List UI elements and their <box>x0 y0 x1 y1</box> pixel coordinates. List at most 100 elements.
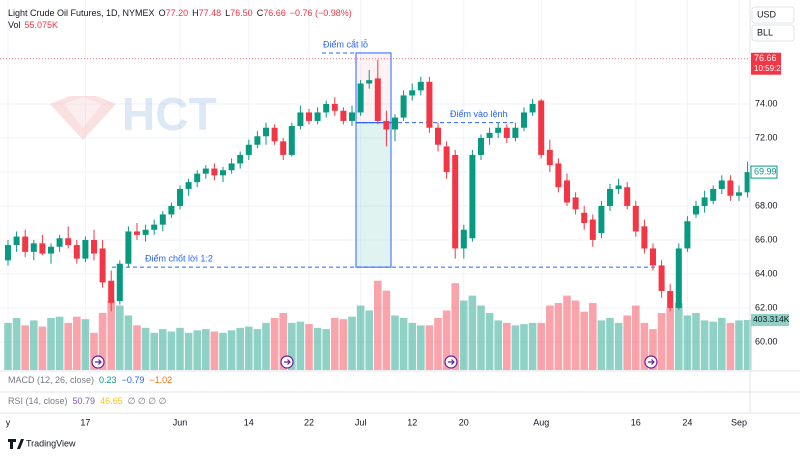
watermark-icon <box>50 96 116 140</box>
candle-body <box>460 229 467 249</box>
candle-body <box>615 185 622 189</box>
brand-logo <box>8 439 24 449</box>
volume-bar <box>176 327 184 370</box>
unit-button[interactable]: BLL <box>751 24 795 42</box>
candle-body <box>546 149 553 166</box>
candle-body <box>159 214 166 225</box>
symbol-title: Light Crude Oil Futures, 1D, NYMEX <box>8 8 155 18</box>
y-tick-label: 72.00 <box>755 132 778 142</box>
candle-body <box>271 127 278 142</box>
y-tick-label: 62.00 <box>755 302 778 312</box>
annotation-layer: Điểm cắt lỗ Điểm vào lệnh Điểm chốt lời 1:… <box>112 39 655 268</box>
candle-body <box>675 248 682 308</box>
volume-bar <box>374 280 382 370</box>
event-markers <box>91 355 658 369</box>
candle-body <box>366 80 373 84</box>
volume-bar <box>571 300 580 370</box>
candle-body <box>297 112 304 127</box>
indicator-legends: MACD (12, 26, close) 0.23 −0.79 −1.02 RSI (1… <box>8 375 172 406</box>
candle-body <box>417 81 424 91</box>
indicator-value: 46.65 <box>100 396 123 406</box>
volume-bar <box>236 327 244 370</box>
candle-body <box>323 103 330 113</box>
candle-body <box>529 103 536 113</box>
volume-bar <box>399 317 408 370</box>
indicator-value: −0.79 <box>122 375 145 385</box>
volume-bar <box>219 332 227 370</box>
close-label: 69.99 <box>754 166 777 176</box>
x-tick-label: Aug <box>533 417 549 427</box>
candle-body <box>632 205 639 232</box>
volume-bar <box>339 319 348 370</box>
ohlc-key: L <box>225 8 230 18</box>
indicator-name: RSI (14, close) <box>8 396 68 406</box>
volume-bar <box>503 322 511 370</box>
volume-bar <box>666 308 674 370</box>
volume-title: Vol <box>8 20 21 30</box>
x-tick-label: 17 <box>80 417 90 427</box>
volume-box <box>751 313 789 326</box>
x-tick-label: Jul <box>355 417 367 427</box>
candle-body <box>426 81 433 128</box>
candle-body <box>73 245 80 259</box>
volume-bar <box>116 305 124 370</box>
volume-bar <box>632 305 640 370</box>
volume-bar <box>4 322 12 370</box>
candle-body <box>469 154 476 239</box>
candle-body <box>727 180 734 196</box>
candle-body <box>108 280 115 303</box>
event-marker[interactable] <box>280 355 294 369</box>
change-value: −0.76 (−0.98%) <box>290 8 352 18</box>
x-tick-label: 24 <box>682 417 692 427</box>
ohlc-value: 77.48 <box>199 8 222 18</box>
indicator-value: 0.23 <box>99 375 117 385</box>
candle-body <box>409 90 416 96</box>
target-zone <box>355 122 392 268</box>
volume-bar <box>270 317 279 370</box>
volume-bar <box>580 311 588 370</box>
candle-body <box>598 205 605 234</box>
volume-bar <box>124 315 133 370</box>
candle-body <box>718 180 725 189</box>
ohlc-value: 77.20 <box>166 8 189 18</box>
volume-label: 403.314K <box>753 314 790 324</box>
volume-bar <box>30 320 38 370</box>
candle-body <box>400 95 407 118</box>
candle-body <box>701 197 708 206</box>
candle-body <box>263 127 269 137</box>
event-marker[interactable] <box>91 355 105 369</box>
x-tick-label: 12 <box>407 417 417 427</box>
volume-bar <box>614 322 623 370</box>
candle-body <box>116 263 123 302</box>
candle-body <box>151 224 158 230</box>
volume-bar <box>348 316 356 370</box>
volume-bar <box>675 303 683 370</box>
x-tick-label: Jun <box>173 417 188 427</box>
volume-bar <box>537 322 545 370</box>
candle-body <box>228 163 235 171</box>
candle-layer <box>5 59 751 312</box>
volume-bar <box>434 317 442 370</box>
candle-body <box>572 197 579 210</box>
unit-label[interactable]: BLL <box>757 27 773 37</box>
volume-bar <box>477 305 485 370</box>
ohlc-value: 76.50 <box>230 8 253 18</box>
candle-body <box>581 212 588 223</box>
x-tick-label: 22 <box>304 417 314 427</box>
volume-bar <box>47 317 55 370</box>
candle-body <box>280 141 287 155</box>
volume-bar <box>159 329 167 370</box>
event-marker[interactable] <box>444 355 458 369</box>
event-marker[interactable] <box>644 355 658 369</box>
candle-body <box>392 117 398 130</box>
volume-bar <box>692 312 700 370</box>
volume-bar <box>528 322 537 370</box>
volume-bar <box>709 321 717 370</box>
currency-button[interactable]: USD <box>751 6 795 24</box>
candle-body <box>452 154 459 249</box>
candle-body <box>5 245 11 261</box>
currency-label[interactable]: USD <box>757 9 777 19</box>
indicator-value: −1.02 <box>149 375 172 385</box>
